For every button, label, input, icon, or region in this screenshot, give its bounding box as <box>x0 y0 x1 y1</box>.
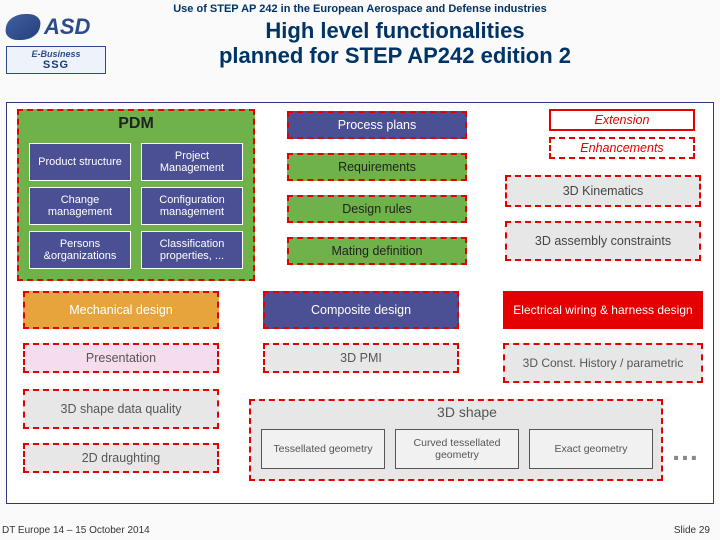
pdm-item-4: Persons &organizations <box>29 231 131 269</box>
footer-right: Slide 29 <box>674 525 710 536</box>
design-box-1: Composite design <box>263 291 459 329</box>
footer-left: DT Europe 14 – 15 October 2014 <box>2 525 150 536</box>
pdm-item-5: Classification properties, ... <box>141 231 243 269</box>
row4-box-0: Presentation <box>23 343 219 373</box>
ebiz-line1: E-Business <box>11 49 101 59</box>
shape3d-title: 3D shape <box>407 403 527 421</box>
page-title: High level functionalities planned for S… <box>100 18 720 69</box>
pdm-item-3: Configuration management <box>141 187 243 225</box>
design-box-2: Electrical wiring & harness design <box>503 291 703 329</box>
row5-box-0: 3D shape data quality <box>23 389 219 429</box>
asd-logo: ASD <box>6 14 116 40</box>
shape3d-item-2: Exact geometry <box>529 429 653 469</box>
ebusiness-badge: E-Business SSG <box>6 46 106 74</box>
legend-extension: Extension <box>549 109 695 131</box>
mid-box-0: Process plans <box>287 111 467 139</box>
row4-box-1: 3D PMI <box>263 343 459 373</box>
legend-enhancements: Enhancements <box>549 137 695 159</box>
pdm-item-0: Product structure <box>29 143 131 181</box>
ebiz-line2: SSG <box>11 59 101 71</box>
shape3d-item-0: Tessellated geometry <box>261 429 385 469</box>
pdm-title: PDM <box>25 113 247 135</box>
mid-box-3: Mating definition <box>287 237 467 265</box>
mid-box-2: Design rules <box>287 195 467 223</box>
right-box-1: 3D assembly constraints <box>505 221 701 261</box>
right-box-0: 3D Kinematics <box>505 175 701 207</box>
diagram-canvas: Extension Enhancements PDM Product structur… <box>6 102 714 504</box>
mid-box-1: Requirements <box>287 153 467 181</box>
row6-box-0: 2D draughting <box>23 443 219 473</box>
row4-box-2: 3D Const. History / parametric <box>503 343 703 383</box>
pdm-item-1: Project Management <box>141 143 243 181</box>
ellipsis-icon: … <box>671 435 701 467</box>
asd-logo-text: ASD <box>44 14 90 40</box>
logo-area: ASD E-Business SSG <box>6 14 116 74</box>
asd-logo-mark <box>4 14 42 40</box>
pdm-item-2: Change management <box>29 187 131 225</box>
title-line1: High level functionalities <box>265 18 524 43</box>
design-box-0: Mechanical design <box>23 291 219 329</box>
shape3d-item-1: Curved tessellated geometry <box>395 429 519 469</box>
title-line2: planned for STEP AP242 edition 2 <box>219 43 571 68</box>
